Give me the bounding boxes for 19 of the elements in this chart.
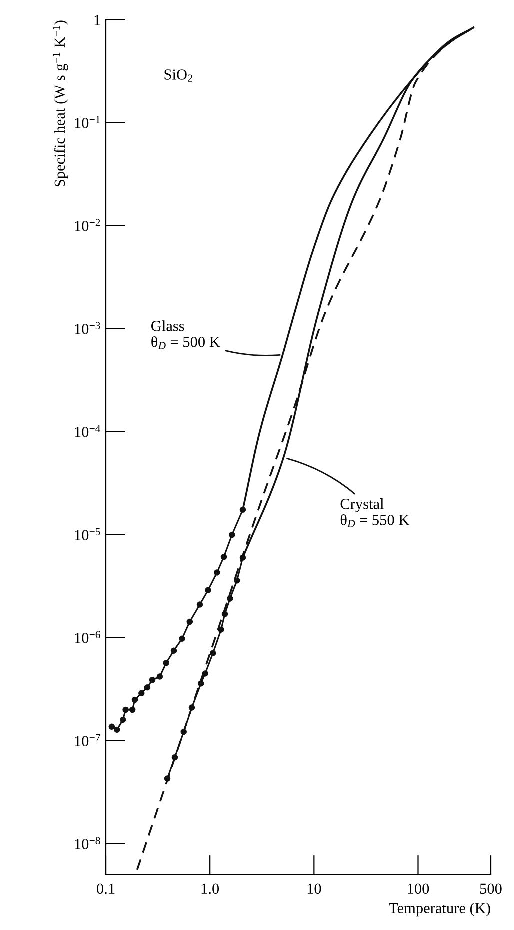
x-axis-title: Temperature (K) [389, 902, 490, 917]
y-tick-label: 10$^{−6}$ [75, 631, 100, 644]
y-tick-label: 10$^{−3}$ [75, 322, 100, 334]
y-tick-label: 10$^{−7}$ [75, 734, 100, 746]
y-tick-label: 1 [94, 15, 100, 26]
x-tick-label: 10 [308, 884, 322, 894]
y-tick-label: 10$^{−4}$ [75, 425, 101, 438]
y-axis-title: Specific heat (W s g$^{−1}$ K$^{−1}$) [52, 20, 68, 187]
x-tick-label: 0.1 [97, 884, 115, 894]
annotation: Glass θ$_{D}$ = 500 K [152, 320, 220, 350]
annotation: SiO$_{2}$ [164, 70, 192, 82]
y-tick-label: 10$^{−1}$ [75, 116, 100, 128]
y-tick-label: 10$^{−2}$ [75, 219, 100, 232]
x-tick-label: 100 [408, 884, 430, 894]
x-tick-label: 500 [480, 884, 502, 894]
y-tick-label: 10$^{−5}$ [75, 528, 100, 540]
x-tick-label: 1.0 [202, 884, 220, 894]
annotation: Crystal θ$_{D}$ = 550 K [340, 498, 410, 528]
y-tick-label: 10$^{−8}$ [75, 837, 100, 850]
